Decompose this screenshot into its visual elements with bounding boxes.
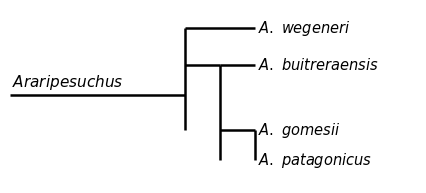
Text: $\it{Araripesuchus}$: $\it{Araripesuchus}$: [12, 73, 123, 91]
Text: $\it{A.\ patagonicus}$: $\it{A.\ patagonicus}$: [257, 151, 371, 169]
Text: $\it{A.\ buitreraensis}$: $\it{A.\ buitreraensis}$: [257, 57, 378, 73]
Text: $\it{A.\ gomesii}$: $\it{A.\ gomesii}$: [257, 120, 340, 140]
Text: $\it{A.\ wegeneri}$: $\it{A.\ wegeneri}$: [257, 19, 350, 37]
